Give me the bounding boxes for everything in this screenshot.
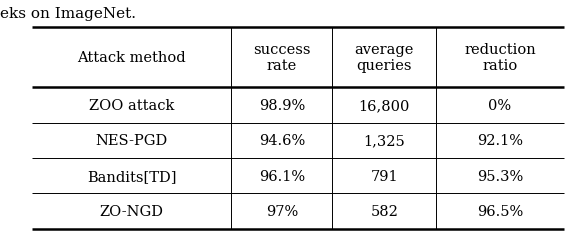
Text: 94.6%: 94.6% bbox=[258, 134, 305, 148]
Text: 98.9%: 98.9% bbox=[258, 99, 305, 112]
Text: 95.3%: 95.3% bbox=[477, 169, 523, 183]
Text: average
queries: average queries bbox=[355, 43, 414, 73]
Text: 92.1%: 92.1% bbox=[477, 134, 523, 148]
Text: 791: 791 bbox=[370, 169, 398, 183]
Text: ZO-NGD: ZO-NGD bbox=[99, 204, 164, 218]
Text: eks on ImageNet.: eks on ImageNet. bbox=[0, 7, 136, 21]
Text: 96.5%: 96.5% bbox=[477, 204, 523, 218]
Text: NES-PGD: NES-PGD bbox=[95, 134, 168, 148]
Text: Bandits[TD]: Bandits[TD] bbox=[87, 169, 176, 183]
Text: 96.1%: 96.1% bbox=[259, 169, 305, 183]
Text: 582: 582 bbox=[370, 204, 398, 218]
Text: success
rate: success rate bbox=[253, 43, 310, 73]
Text: 0%: 0% bbox=[488, 99, 512, 112]
Text: 1,325: 1,325 bbox=[364, 134, 405, 148]
Text: ZOO attack: ZOO attack bbox=[89, 99, 174, 112]
Text: reduction
ratio: reduction ratio bbox=[464, 43, 536, 73]
Text: 97%: 97% bbox=[266, 204, 298, 218]
Text: 16,800: 16,800 bbox=[359, 99, 410, 112]
Text: Attack method: Attack method bbox=[77, 51, 186, 65]
